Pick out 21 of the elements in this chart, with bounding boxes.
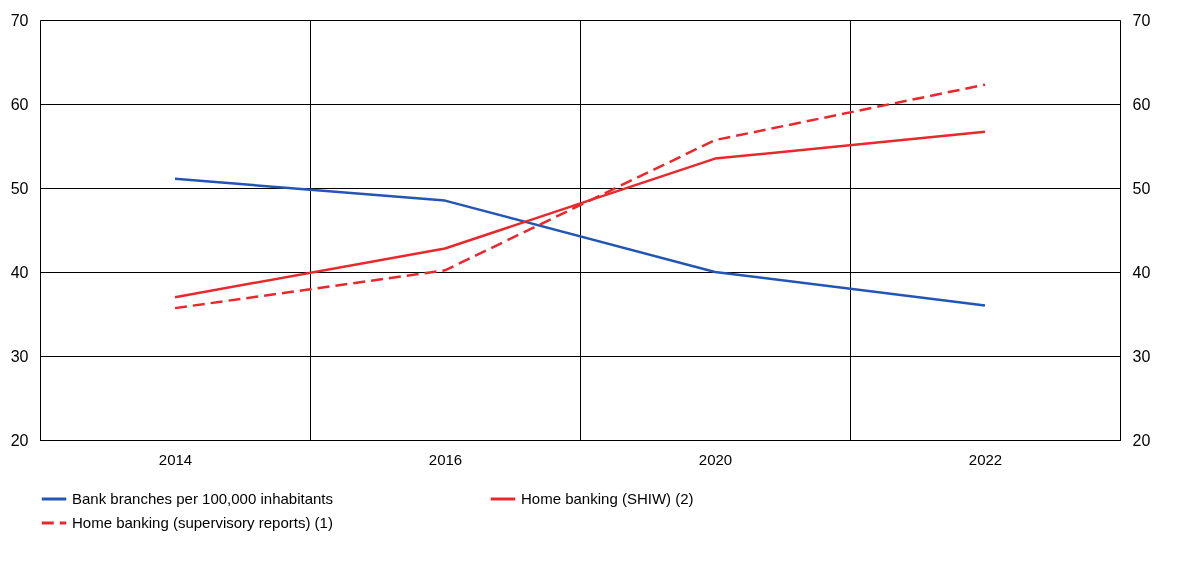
legend-label: Home banking (SHIW) (2) bbox=[521, 490, 694, 507]
x-tick-label: 2016 bbox=[428, 450, 463, 468]
y-tick-label: 30 bbox=[10, 347, 29, 365]
y2-tick-label: 60 bbox=[1132, 95, 1151, 113]
legend-label: Bank branches per 100,000 inhabitants bbox=[72, 490, 334, 507]
legend-label: Home banking (supervisory reports) (1) bbox=[72, 514, 333, 531]
y-tick-label: 20 bbox=[10, 431, 29, 449]
y2-tick-label: 70 bbox=[1132, 11, 1151, 29]
y2-tick-label: 50 bbox=[1132, 179, 1151, 197]
y-tick-label: 60 bbox=[10, 95, 29, 113]
y2-tick-label: 40 bbox=[1132, 263, 1151, 281]
y2-tick-label: 30 bbox=[1132, 347, 1151, 365]
x-tick-label: 2020 bbox=[698, 450, 733, 468]
y-tick-label: 70 bbox=[10, 11, 29, 29]
y2-tick-label: 20 bbox=[1132, 431, 1151, 449]
x-tick-label: 2022 bbox=[968, 450, 1003, 468]
line-series bbox=[173, 177, 987, 307]
x-tick-label: 2014 bbox=[158, 450, 193, 468]
y-tick-label: 50 bbox=[10, 179, 29, 197]
y-tick-label: 40 bbox=[10, 263, 29, 281]
line-series bbox=[173, 83, 987, 310]
